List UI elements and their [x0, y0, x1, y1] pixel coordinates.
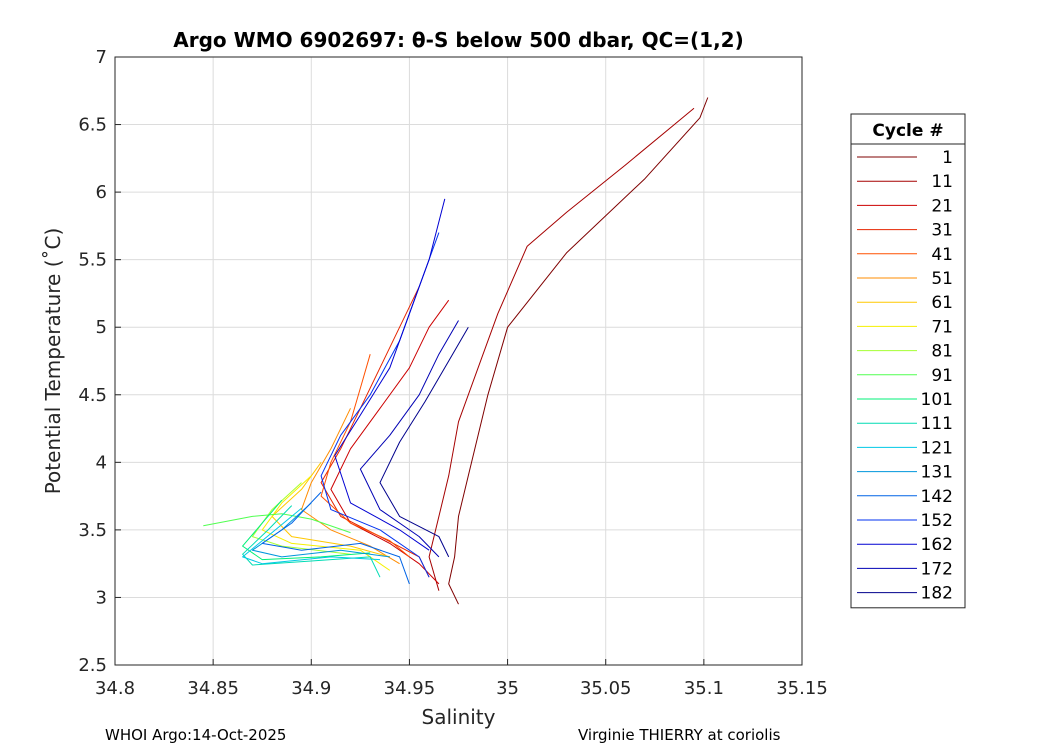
y-tick-label: 7 — [96, 47, 107, 68]
x-tick-label: 35.1 — [684, 678, 724, 699]
legend-label: 81 — [931, 342, 953, 362]
x-tick-label: 34.85 — [187, 678, 239, 699]
series-line-cycle-1 — [448, 97, 709, 605]
series-line-cycle-162 — [334, 198, 446, 551]
legend-label: 111 — [921, 414, 953, 434]
legend-label: 152 — [921, 511, 953, 531]
y-tick-label: 6.5 — [78, 115, 107, 136]
legend-label: 142 — [921, 487, 953, 507]
axis-ticks: 34.8 34.85 34.9 34.95 35 35.05 35.1 35.15 2.5 3 3.… — [78, 47, 827, 699]
legend-label: 121 — [921, 438, 953, 458]
legend-label: 1 — [942, 148, 953, 168]
x-tick-label: 35.05 — [580, 678, 632, 699]
legend-label: 182 — [921, 584, 953, 604]
series-line-cycle-121 — [242, 507, 381, 565]
legend-title: Cycle # — [872, 121, 943, 141]
series-line-cycle-61 — [271, 462, 390, 558]
legend-label: 101 — [921, 390, 953, 410]
legend-label: 172 — [921, 559, 953, 579]
legend-label: 21 — [931, 196, 953, 216]
x-tick-label: 35.15 — [776, 678, 828, 699]
y-tick-label: 3 — [96, 587, 107, 608]
legend-label: 61 — [931, 293, 953, 313]
legend-label: 91 — [931, 366, 953, 386]
x-tick-label: 34.8 — [95, 678, 135, 699]
x-tick-label: 35 — [496, 678, 519, 699]
legend-label: 51 — [931, 269, 953, 289]
x-tick-label: 34.9 — [291, 678, 331, 699]
series-line-cycle-142 — [261, 491, 410, 585]
series-line-cycle-41 — [320, 354, 410, 558]
series-layer — [203, 97, 709, 605]
series-line-cycle-91 — [203, 513, 351, 534]
series-line-cycle-11 — [428, 107, 695, 591]
footer-right-credit: Virginie THIERRY at coriolis — [578, 726, 781, 744]
legend-label: 162 — [921, 535, 953, 555]
y-tick-label: 4 — [96, 452, 107, 473]
series-line-cycle-111 — [242, 505, 381, 578]
legend: Cycle # 11121314151617181911011111211311… — [850, 113, 966, 609]
series-line-cycle-101 — [242, 499, 371, 561]
x-tick-label: 34.95 — [384, 678, 436, 699]
y-tick-label: 2.5 — [78, 655, 107, 676]
y-tick-label: 5.5 — [78, 250, 107, 271]
y-tick-label: 3.5 — [78, 520, 107, 541]
grid-lines — [114, 56, 803, 666]
y-tick-label: 6 — [96, 182, 107, 203]
legend-label: 131 — [921, 463, 953, 483]
series-line-cycle-172 — [359, 320, 459, 558]
legend-label: 71 — [931, 317, 953, 337]
legend-label: 31 — [931, 221, 953, 241]
chart-title: Argo WMO 6902697: θ-S below 500 dbar, QC… — [173, 28, 743, 52]
y-tick-label: 4.5 — [78, 385, 107, 406]
plot-area — [114, 56, 803, 666]
series-line-cycle-51 — [301, 408, 400, 565]
series-line-cycle-131 — [251, 502, 390, 558]
legend-label: 41 — [931, 245, 953, 265]
series-line-cycle-182 — [379, 326, 469, 558]
y-axis-label: Potential Temperature (˚C) — [41, 228, 65, 495]
series-line-cycle-152 — [320, 232, 440, 578]
series-line-cycle-21 — [330, 299, 450, 585]
legend-box — [850, 113, 966, 609]
x-axis-label: Salinity — [422, 705, 496, 729]
footer-left-credit: WHOI Argo:14-Oct-2025 — [105, 726, 287, 744]
legend-items: 1112131415161718191101111121131142152162… — [857, 148, 953, 604]
series-line-cycle-31 — [320, 286, 430, 578]
y-tick-label: 5 — [96, 317, 107, 338]
legend-label: 11 — [931, 172, 953, 192]
